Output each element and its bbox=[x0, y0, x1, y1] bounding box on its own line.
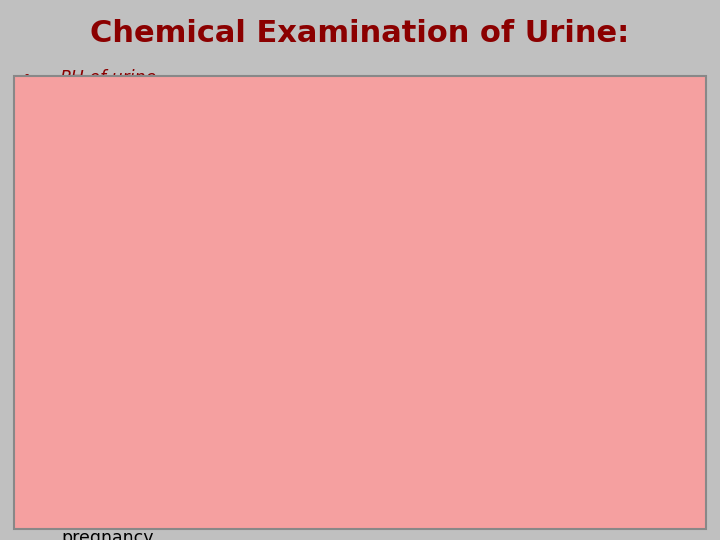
Text: pregnancy.: pregnancy. bbox=[61, 529, 157, 540]
Text: •: • bbox=[22, 103, 37, 120]
Text: alkaline urine: alkaline urine bbox=[61, 205, 196, 224]
Text: -Proteins of urine:: -Proteins of urine: bbox=[61, 392, 240, 409]
Text: found normally in urine (150 mg/day)any access in: found normally in urine (150 mg/day)any … bbox=[61, 426, 506, 444]
Text: •: • bbox=[22, 69, 37, 87]
Text: -PH of urine: -PH of urine bbox=[54, 69, 156, 87]
Text: Chemical Examination of Urine:: Chemical Examination of Urine: bbox=[91, 19, 629, 48]
Text: many diseases like kidney diseases , fever and: many diseases like kidney diseases , fev… bbox=[61, 494, 472, 512]
Text: .: . bbox=[240, 308, 246, 326]
Text: urine (5-8) depends on the type of diet. Vegetable: urine (5-8) depends on the type of diet.… bbox=[61, 137, 500, 155]
Text: a little quantity, of protein are: a little quantity, of protein are bbox=[232, 392, 500, 409]
Text: The normal hydrogen ion (pH) concentration, in the: The normal hydrogen ion (pH) concentrati… bbox=[61, 103, 512, 120]
Text: •: • bbox=[22, 392, 37, 409]
Text: PH measured by paper strip or pH meter.: PH measured by paper strip or pH meter. bbox=[61, 348, 421, 366]
Text: acidosis where PH<7.35, some microbial infections,: acidosis where PH<7.35, some microbial i… bbox=[61, 240, 514, 258]
Text: produce: produce bbox=[61, 308, 138, 326]
Text: diet, citrus fruits (also bacterial infections) produce: diet, citrus fruits (also bacterial infe… bbox=[61, 171, 509, 189]
Text: protein called proteinuria which is an indication for: protein called proteinuria which is an i… bbox=[61, 460, 506, 478]
Text: •: • bbox=[22, 348, 37, 366]
Text: ketones elevation due to diabetes or aspirin intake): ketones elevation due to diabetes or asp… bbox=[61, 274, 513, 292]
Text: , while high protein diet (also blood: , while high protein diet (also blood bbox=[192, 205, 501, 224]
Text: acidic urine: acidic urine bbox=[127, 308, 241, 326]
